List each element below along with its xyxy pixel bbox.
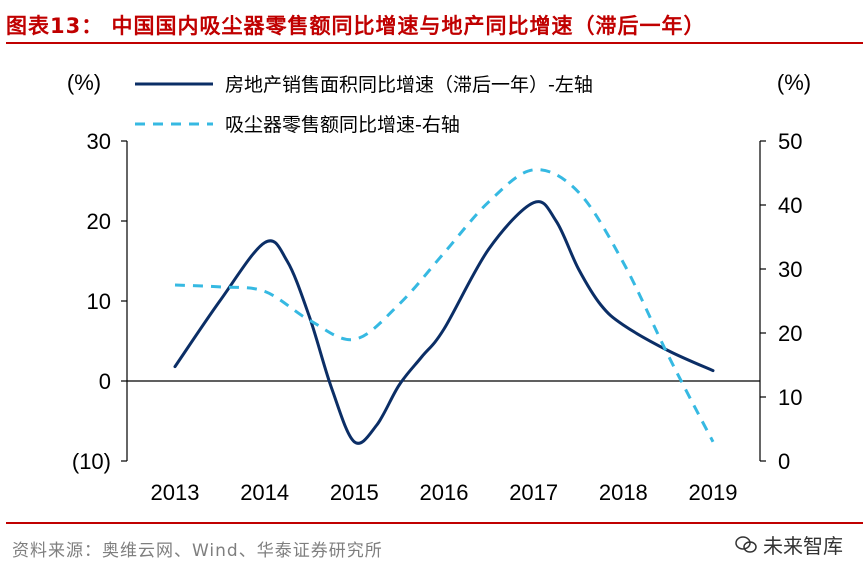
watermark: 未来智库 [735,530,843,559]
line-chart: 30 20 10 0 (10) 50 40 30 20 10 0 2013 2014 2015 2016 20… [67,70,811,505]
right-axis-unit: (%) [777,70,811,95]
x-tick-label: 2016 [420,480,469,505]
x-tick-label: 2019 [689,480,738,505]
right-tick-label: 20 [778,321,802,346]
source-note: 资料来源：奥维云网、Wind、华泰证券研究所 [12,541,383,561]
right-tick-label: 0 [778,449,790,474]
footer-divider [6,522,863,524]
left-tick-label: 30 [87,129,111,154]
legend-label: 吸尘器零售额同比增速-右轴 [225,114,460,136]
chart-series [173,168,715,445]
chart-title: 图表13： 中国国内吸尘器零售额同比增速与地产同比增速（滞后一年） [6,14,706,38]
right-tick-label: 50 [778,129,802,154]
left-tick-label: 0 [99,369,111,394]
right-tick-label: 40 [778,193,802,218]
series-line-real-estate [173,200,715,445]
left-tick-label: 20 [87,209,111,234]
right-tick-label: 10 [778,385,802,410]
x-tick-label: 2018 [599,480,648,505]
series-line-vacuum [174,168,715,443]
left-axis-unit: (%) [67,70,101,95]
left-tick-label: 10 [87,289,111,314]
x-tick-label: 2013 [151,480,200,505]
x-tick-label: 2014 [240,480,289,505]
x-tick-label: 2017 [509,480,558,505]
left-tick-label: (10) [72,449,111,474]
chart-axes: 30 20 10 0 (10) 50 40 30 20 10 0 2013 2014 2015 2016 20… [67,70,811,505]
chat-bubble-icon [735,535,757,553]
watermark-text: 未来智库 [763,534,843,558]
right-tick-label: 30 [778,257,802,282]
x-tick-label: 2015 [330,480,379,505]
title-divider [6,42,863,44]
legend-label: 房地产销售面积同比增速（滞后一年）-左轴 [225,74,593,96]
